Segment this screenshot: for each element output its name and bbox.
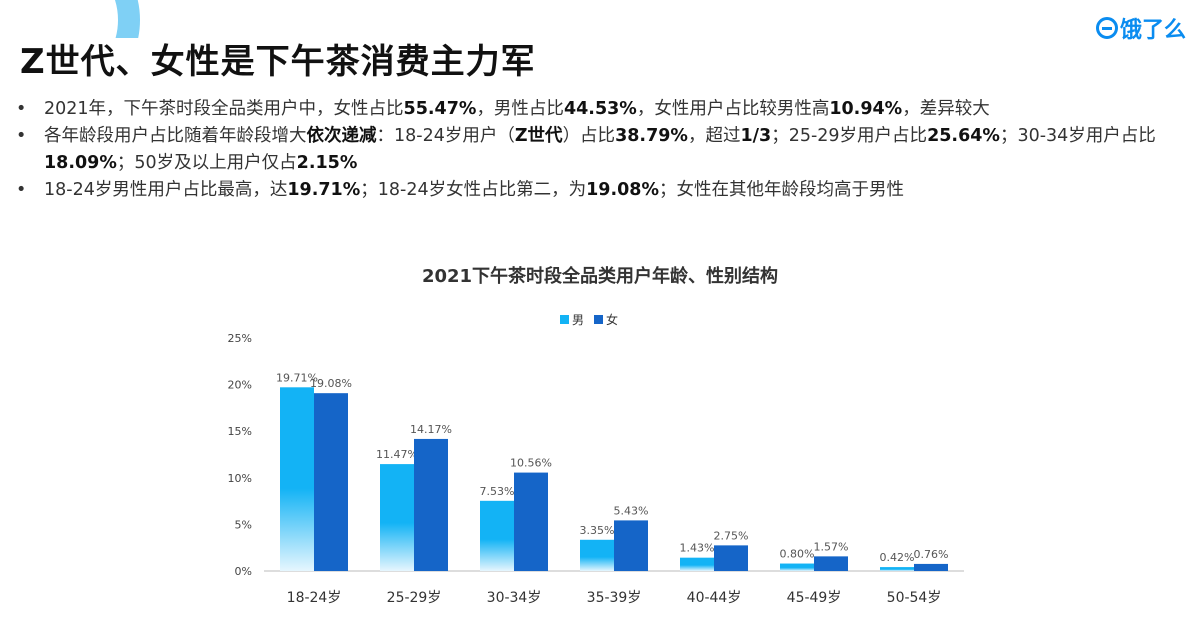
bullet-highlight: 10.94% [829,99,903,119]
bar-male [680,557,714,571]
page-title: Z世代、女性是下午茶消费主力军 [20,42,536,82]
data-label: 14.17% [410,423,452,436]
legend-label-female: 女 [606,313,619,327]
bar-male [780,563,814,571]
bullet-highlight: 1/3 [740,126,772,146]
legend-item-male: 男 [560,311,584,328]
bullet-highlight: 19.08% [586,180,659,200]
bullet-list: 2021年，下午茶时段全品类用户中，女性占比55.47%，男性占比44.53%，… [14,96,1174,204]
bullet-highlight: 2.15% [296,153,358,173]
y-tick-label: 5% [235,518,252,531]
data-label: 3.35% [580,524,615,537]
bar-female [614,520,648,571]
bullet-text: ）占比 [562,126,616,146]
bullet-highlight: Z世代 [514,126,563,146]
e-logo-icon [1095,17,1118,39]
data-label: 5.43% [614,504,649,517]
bullet-highlight: 44.53% [563,99,637,119]
bullet-item: 各年龄段用户占比随着年龄段增大依次递减：18-24岁用户（Z世代）占比38.79… [14,123,1174,177]
bullet-highlight: 18.09% [44,153,117,173]
legend-swatch-male [560,315,569,324]
bullet-text: ；25-29岁用户占比 [771,126,928,146]
bullet-highlight: 38.79% [615,126,688,146]
bullet-highlight: 依次递减 [306,126,377,146]
data-label: 2.75% [714,529,749,542]
data-label: 1.43% [680,542,715,555]
data-label: 7.53% [480,485,515,498]
chart-title: 2021下午茶时段全品类用户年龄、性别结构 [421,266,779,287]
x-tick-label: 25-29岁 [387,590,442,606]
bullet-text: ；30-34岁用户占比 [999,126,1156,146]
logo-text: 饿了么 [1119,18,1186,43]
bar-male [380,464,414,571]
bar-male [580,539,614,571]
bar-female [314,393,348,571]
bullet-text: ；女性在其他年龄段均高于男性 [659,180,904,200]
bar-male [280,387,314,571]
bar-female [914,563,948,571]
x-tick-label: 35-39岁 [587,590,642,606]
bullet-text: ，男性占比 [476,99,564,119]
data-label: 19.71% [276,371,318,384]
x-tick-label: 50-54岁 [887,590,942,606]
bullet-highlight: 19.71% [287,180,361,200]
y-tick-label: 25% [228,332,252,345]
bar-female [414,438,448,571]
bar-female [514,472,548,571]
x-tick-label: 30-34岁 [487,590,542,606]
x-tick-label: 18-24岁 [287,590,342,606]
decorative-circle [0,0,140,38]
chart-legend: 男 女 [560,311,618,328]
x-tick-label: 40-44岁 [687,590,742,606]
legend-item-female: 女 [594,311,618,328]
bullet-text: 2021年，下午茶时段全品类用户中，女性占比 [44,99,404,119]
legend-label-male: 男 [572,313,585,327]
bullet-text: ，女性用户占比较男性高 [636,99,830,119]
legend-swatch-female [594,315,604,324]
y-tick-label: 10% [228,472,252,485]
bullet-text: 各年龄段用户占比随着年龄段增大 [44,126,307,146]
bullet-highlight: 55.47% [403,99,477,119]
x-tick-label: 45-49岁 [787,590,842,606]
data-label: 10.56% [510,457,552,470]
data-label: 0.76% [914,548,949,561]
data-label: 11.47% [376,448,418,461]
bar-male [880,567,914,571]
data-label: 1.57% [814,540,849,553]
bullet-text: 18-24岁男性用户占比最高，达 [44,180,288,200]
bullet-item: 18-24岁男性用户占比最高，达19.71%；18-24岁女性占比第二，为19.… [14,177,1174,204]
eleme-logo: 饿了么 [1095,12,1186,44]
data-label: 0.80% [780,548,815,561]
bar-male [480,500,514,571]
data-label: 0.42% [880,551,915,564]
bar-female [714,545,748,571]
bullet-text: ，超过 [687,126,741,146]
bullet-text: ，差异较大 [902,99,990,119]
y-tick-label: 20% [228,379,252,392]
data-label: 19.08% [310,377,352,390]
bullet-highlight: 25.64% [927,126,1000,146]
bullet-item: 2021年，下午茶时段全品类用户中，女性占比55.47%，男性占比44.53%，… [14,96,1174,123]
bar-female [814,556,848,571]
y-tick-label: 0% [235,565,252,578]
bullet-text: ；18-24岁女性占比第二，为 [360,180,587,200]
bullet-text: ：18-24岁用户（ [376,126,515,146]
y-tick-label: 15% [228,425,252,438]
bullet-text: ；50岁及以上用户仅占 [116,153,297,173]
